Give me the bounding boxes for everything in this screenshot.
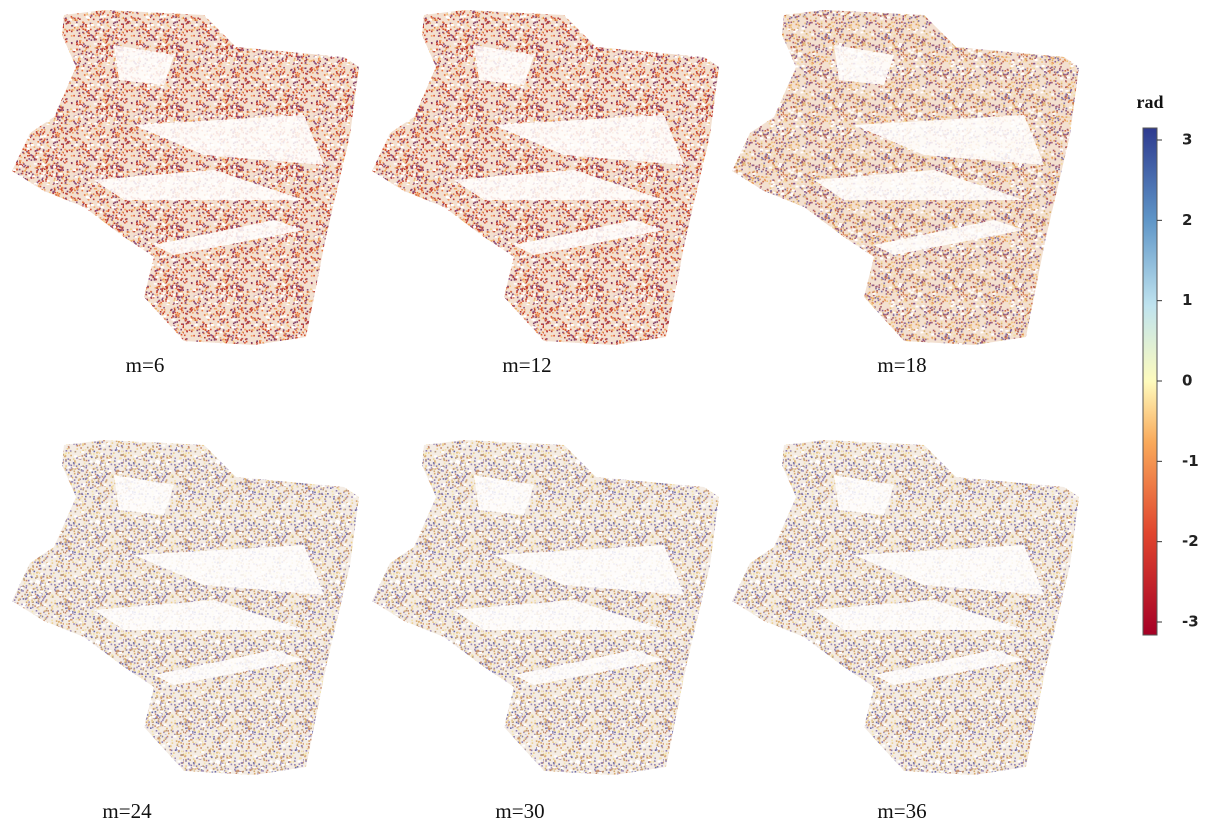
map-gap — [874, 650, 1024, 685]
map-gap — [854, 545, 1044, 595]
map-gap — [514, 220, 664, 255]
colorbar-title: rad — [1137, 92, 1164, 112]
colorbar-tick-label: 3 — [1182, 131, 1192, 149]
map-gap — [154, 220, 304, 255]
map-gap — [874, 220, 1024, 255]
map-panel — [12, 10, 359, 345]
map-gap — [814, 600, 1024, 630]
map-gap — [834, 45, 894, 85]
colorbar-tick-label: 0 — [1182, 372, 1192, 390]
panels: m=6 m=12 m=18 m=24 m=30 m=36 — [12, 10, 1079, 823]
colorbar — [1142, 127, 1158, 636]
map-gap — [514, 650, 664, 685]
map-gap — [854, 115, 1044, 165]
map-gap — [474, 475, 534, 515]
map-gap — [114, 475, 174, 515]
map-panel — [372, 440, 719, 775]
map-gap — [494, 115, 684, 165]
panel-label: m=30 — [495, 799, 544, 823]
map-gap — [814, 170, 1024, 200]
map-gap — [94, 170, 304, 200]
colorbar-tick-label: 2 — [1182, 211, 1192, 229]
map-gap — [454, 170, 664, 200]
panel-label: m=18 — [877, 353, 926, 377]
panel-label: m=12 — [502, 353, 551, 377]
panel-label: m=6 — [126, 353, 165, 377]
map-gap — [114, 45, 174, 85]
map-panel — [372, 10, 719, 345]
colorbar-tick-label: -1 — [1182, 452, 1199, 470]
panel-label: m=24 — [102, 799, 152, 823]
map-gap — [474, 45, 534, 85]
panel-label: m=36 — [877, 799, 926, 823]
colorbar-tick-label: -3 — [1182, 613, 1199, 631]
colorbar-tick-label: 1 — [1182, 291, 1192, 309]
colorbar-ticks: 3 2 1 0 -1 -2 -3 — [1157, 131, 1199, 631]
map-panel — [732, 440, 1079, 775]
map-gap — [134, 545, 324, 595]
map-panel — [12, 440, 359, 775]
map-gap — [94, 600, 304, 630]
map-panel — [732, 10, 1079, 345]
colorbar-tick-label: -2 — [1182, 532, 1199, 550]
map-gap — [134, 115, 324, 165]
map-gap — [454, 600, 664, 630]
map-gap — [154, 650, 304, 685]
map-gap — [494, 545, 684, 595]
map-gap — [834, 475, 894, 515]
